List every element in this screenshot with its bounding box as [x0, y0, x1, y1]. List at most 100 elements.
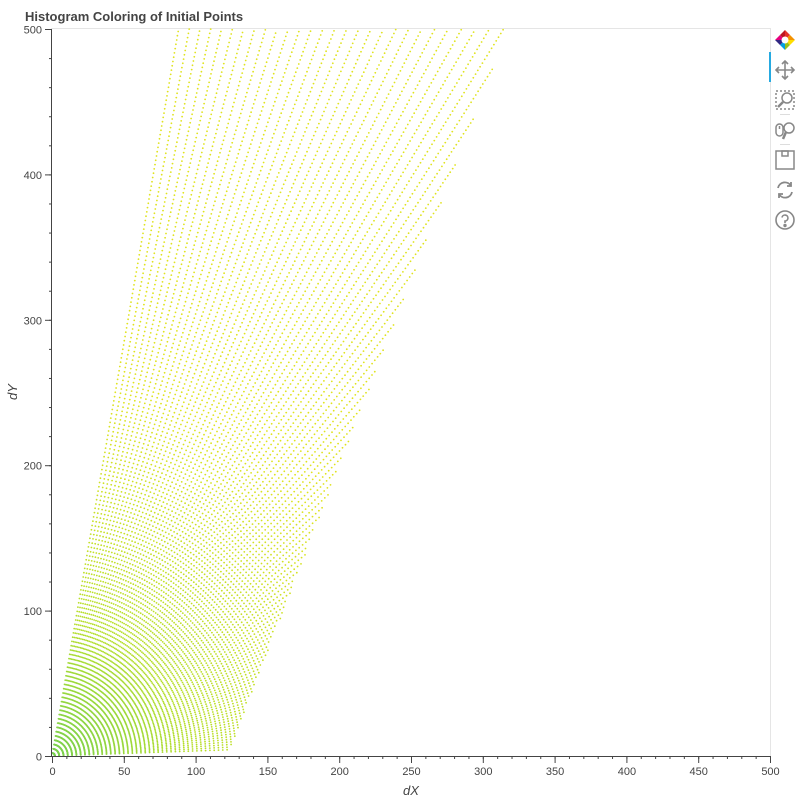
scatter-point: [152, 747, 155, 749]
scatter-point: [129, 647, 132, 650]
scatter-point: [157, 642, 160, 645]
scatter-point: [148, 723, 151, 726]
scatter-point: [161, 708, 164, 711]
scatter-point: [177, 613, 179, 616]
scatter-point: [317, 376, 320, 378]
scatter-point: [329, 484, 332, 486]
scatter-point: [284, 585, 287, 588]
scatter-point: [149, 647, 152, 650]
scatter-point: [181, 657, 184, 660]
scatter-point: [202, 708, 205, 711]
scatter-point: [249, 643, 252, 646]
scatter-point: [317, 387, 320, 389]
scatter-point: [149, 695, 152, 698]
scatter-point: [243, 711, 245, 714]
scatter-point: [198, 698, 201, 700]
scatter-point: [385, 280, 387, 282]
scatter-point: [158, 615, 161, 617]
scatter-point: [312, 404, 315, 407]
scatter-point: [215, 646, 218, 648]
scatter-point: [143, 665, 146, 668]
scatter-point: [206, 570, 209, 572]
scatter-point: [427, 203, 430, 206]
scatter-point: [266, 490, 269, 493]
scatter-point: [223, 517, 226, 519]
scatter-point: [308, 511, 310, 514]
scatter-point: [222, 641, 225, 643]
scatter-point: [215, 653, 217, 655]
scatter-point: [343, 351, 346, 354]
scatter-point: [285, 450, 288, 452]
scatter-point: [150, 666, 153, 669]
scatter-point: [157, 712, 160, 714]
scatter-point: [228, 510, 231, 512]
scatter-point: [226, 602, 229, 605]
scatter-point: [201, 706, 204, 709]
scatter-point: [212, 742, 215, 745]
scatter-point: [308, 525, 311, 527]
scatter-point: [220, 672, 223, 674]
scatter-point: [449, 171, 452, 174]
scatter-point: [178, 653, 181, 656]
scatter-point: [164, 677, 167, 680]
scatter-point: [326, 427, 329, 429]
scatter-point: [289, 542, 291, 545]
scatter-point: [117, 665, 120, 668]
scatter-point: [282, 523, 285, 525]
scatter-point: [188, 667, 190, 669]
scatter-point: [272, 440, 275, 442]
scatter-point: [259, 653, 261, 655]
scatter-point: [283, 576, 285, 578]
scatter-point: [118, 655, 121, 658]
scatter-point: [192, 720, 194, 723]
scatter-point: [234, 542, 237, 545]
scatter-point: [377, 290, 380, 293]
scatter-point: [217, 545, 220, 548]
scatter-point: [187, 704, 190, 707]
scatter-point: [269, 470, 272, 473]
scatter-point: [245, 613, 248, 616]
scatter-point: [203, 615, 205, 618]
scatter-point: [169, 596, 172, 598]
scatter-point: [234, 554, 237, 557]
scatter-point: [174, 670, 177, 673]
scatter-point: [146, 656, 149, 659]
scatter-point: [196, 747, 198, 750]
scatter-point: [223, 691, 226, 694]
scatter-point: [324, 448, 326, 451]
scatter-point: [238, 712, 241, 715]
scatter-point: [310, 350, 313, 352]
scatter-point: [226, 558, 228, 561]
scatter-point: [315, 342, 318, 345]
scatter-point: [260, 490, 263, 493]
scatter-point: [187, 555, 190, 558]
scatter-point: [121, 657, 124, 660]
scatter-point: [185, 575, 188, 578]
scatter-point: [198, 623, 201, 626]
scatter-point: [358, 304, 361, 306]
scatter-point: [217, 562, 220, 565]
scatter-point: [222, 716, 224, 718]
scatter-point: [184, 558, 187, 561]
scatter-point: [223, 550, 226, 552]
scatter-point: [219, 669, 222, 672]
scatter-point: [237, 533, 240, 536]
scatter-point: [339, 332, 341, 335]
scatter-point: [223, 702, 225, 705]
scatter-point: [332, 420, 334, 423]
scatter-point: [277, 605, 279, 608]
scatter-point: [235, 493, 238, 496]
scatter-point: [145, 696, 148, 699]
scatter-point: [258, 580, 261, 582]
scatter-point: [188, 708, 191, 711]
scatter-point: [249, 538, 252, 541]
scatter-point: [201, 595, 204, 597]
scatter-point: [152, 691, 155, 694]
scatter-point: [155, 653, 158, 656]
scatter-point: [417, 201, 419, 204]
scatter-point: [265, 589, 268, 592]
scatter-point: [261, 427, 264, 429]
scatter-point: [172, 571, 175, 574]
scatter-point: [150, 706, 153, 709]
